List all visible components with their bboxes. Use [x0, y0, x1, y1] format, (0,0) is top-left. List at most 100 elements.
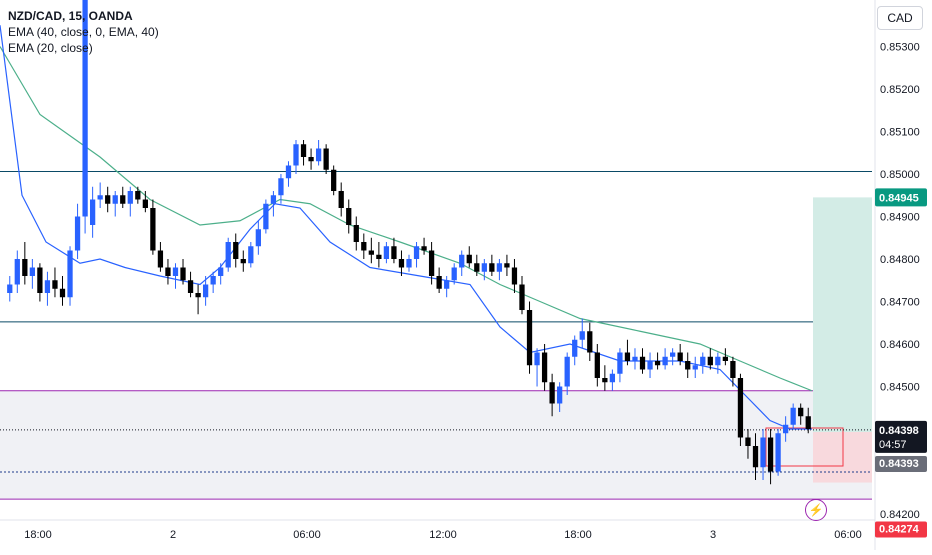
drawn-rectangle[interactable]: [765, 427, 844, 467]
ema20-line[interactable]: [0, 25, 812, 430]
legend-symbol[interactable]: NZD/CAD, 15, OANDA: [8, 9, 133, 23]
candle[interactable]: [187, 280, 194, 293]
candle[interactable]: [218, 267, 224, 277]
candle[interactable]: [74, 216, 81, 251]
candle[interactable]: [752, 446, 759, 468]
candle[interactable]: [157, 250, 164, 268]
candle[interactable]: [338, 191, 344, 208]
candle[interactable]: [722, 356, 729, 361]
legend-ema20[interactable]: EMA (20, close): [8, 41, 93, 55]
candle[interactable]: [436, 276, 442, 289]
candle[interactable]: [511, 267, 518, 285]
candle[interactable]: [745, 437, 751, 447]
candle[interactable]: [142, 199, 148, 209]
candle[interactable]: [451, 267, 457, 281]
candle[interactable]: [632, 356, 638, 361]
candle[interactable]: [263, 203, 269, 230]
candle[interactable]: [180, 267, 186, 281]
candle[interactable]: [444, 280, 450, 289]
candle[interactable]: [647, 361, 653, 370]
candle[interactable]: [233, 242, 239, 259]
candle[interactable]: [481, 263, 487, 272]
candle[interactable]: [624, 352, 631, 362]
candle[interactable]: [120, 195, 126, 204]
candle[interactable]: [775, 433, 781, 472]
candle[interactable]: [376, 254, 382, 259]
candle[interactable]: [14, 259, 20, 285]
candle[interactable]: [7, 284, 13, 294]
candle[interactable]: [496, 263, 503, 272]
candle[interactable]: [195, 293, 201, 298]
candle[interactable]: [413, 246, 420, 259]
candle[interactable]: [308, 157, 314, 162]
candle[interactable]: [602, 378, 608, 383]
candle[interactable]: [44, 280, 51, 293]
candle[interactable]: [534, 352, 540, 366]
position-target-zone[interactable]: [813, 197, 872, 432]
candle[interactable]: [210, 276, 216, 285]
candle[interactable]: [202, 284, 209, 298]
candle[interactable]: [587, 331, 593, 353]
candle[interactable]: [564, 356, 570, 387]
candle[interactable]: [391, 246, 397, 259]
candle[interactable]: [89, 199, 96, 226]
candle[interactable]: [428, 250, 435, 277]
candle[interactable]: [165, 267, 171, 277]
candle[interactable]: [300, 144, 307, 157]
candle[interactable]: [790, 407, 796, 425]
candle[interactable]: [715, 356, 721, 366]
candle[interactable]: [782, 424, 789, 434]
candle[interactable]: [730, 361, 736, 378]
candle[interactable]: [398, 259, 405, 268]
ema40-line[interactable]: [0, 46, 813, 392]
candle[interactable]: [557, 386, 563, 404]
candle[interactable]: [112, 195, 118, 204]
candle[interactable]: [255, 229, 261, 247]
candle[interactable]: [504, 263, 510, 268]
candle[interactable]: [594, 352, 600, 379]
candle[interactable]: [323, 148, 329, 170]
candle[interactable]: [97, 195, 103, 200]
candle[interactable]: [285, 165, 292, 179]
candle[interactable]: [315, 148, 322, 162]
candle[interactable]: [383, 246, 390, 259]
candle[interactable]: [22, 259, 28, 276]
legend-ema40[interactable]: EMA (40, close, 0, EMA, 40): [8, 25, 159, 39]
candle[interactable]: [654, 361, 661, 366]
candle[interactable]: [278, 178, 284, 196]
candle[interactable]: [29, 267, 36, 277]
candle[interactable]: [127, 191, 133, 204]
candle[interactable]: [421, 246, 427, 251]
candle[interactable]: [541, 352, 548, 383]
candle[interactable]: [549, 382, 555, 404]
candle[interactable]: [579, 331, 585, 340]
candle[interactable]: [677, 352, 683, 362]
candle[interactable]: [37, 267, 43, 294]
candle[interactable]: [692, 365, 698, 370]
candle[interactable]: [105, 195, 111, 204]
candle[interactable]: [150, 208, 156, 251]
candle[interactable]: [737, 378, 744, 438]
candle[interactable]: [459, 254, 465, 268]
candle[interactable]: [240, 259, 246, 264]
candle[interactable]: [767, 437, 774, 472]
candle[interactable]: [707, 356, 713, 366]
candle[interactable]: [617, 352, 623, 374]
candle[interactable]: [519, 284, 525, 311]
candle[interactable]: [293, 144, 299, 166]
candle[interactable]: [466, 254, 472, 264]
candle[interactable]: [67, 250, 73, 298]
candle[interactable]: [346, 208, 352, 225]
candle[interactable]: [805, 416, 811, 429]
candle[interactable]: [700, 356, 706, 366]
candle[interactable]: [526, 310, 533, 366]
candle[interactable]: [572, 339, 578, 357]
candle[interactable]: [474, 263, 480, 272]
candle[interactable]: [406, 259, 412, 268]
candle[interactable]: [489, 263, 495, 272]
candle[interactable]: [670, 352, 676, 357]
candle[interactable]: [361, 242, 367, 251]
candle[interactable]: [172, 267, 179, 277]
